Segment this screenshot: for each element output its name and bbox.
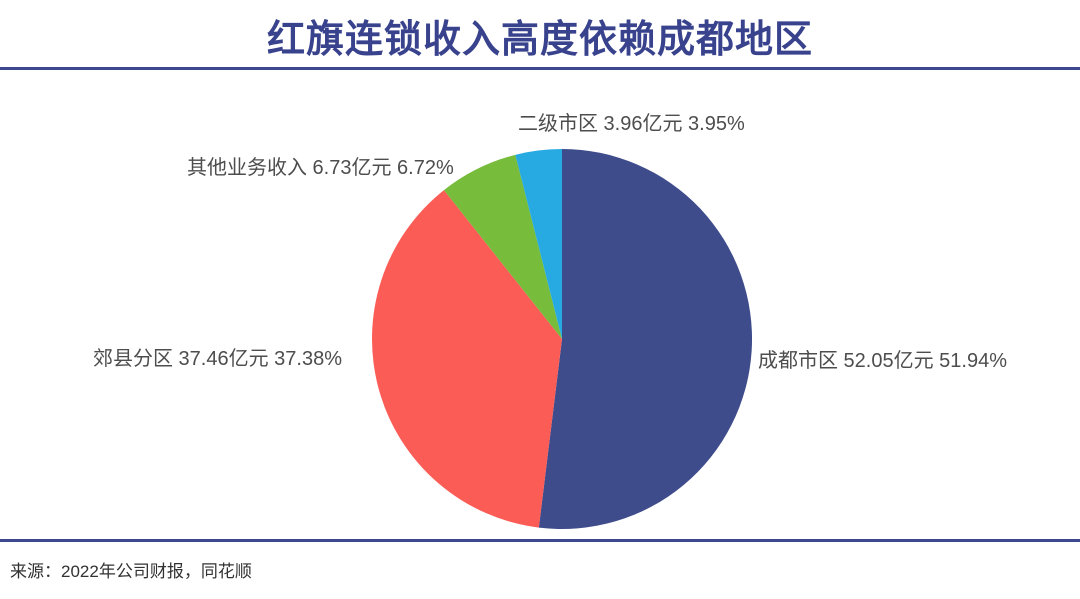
pie-label-chengdu-city: 成都市区 52.05亿元 51.94%: [758, 350, 1007, 372]
pie-slice-1: [372, 190, 562, 528]
pie-label-suburban-counties: 郊县分区 37.46亿元 37.38%: [93, 348, 342, 370]
footer-divider-line: [0, 539, 1080, 542]
pie-label-other-business-income: 其他业务收入 6.73亿元 6.72%: [187, 157, 454, 179]
pie-slice-3: [515, 149, 562, 339]
pie-label-secondary-cities: 二级市区 3.96亿元 3.95%: [518, 113, 745, 135]
chart-title: 红旗连锁收入高度依赖成都地区: [266, 19, 813, 61]
pie-slice-0: [538, 149, 753, 529]
title-divider-line: [0, 67, 1080, 70]
source-note: 来源：2022年公司财报，同花顺: [10, 562, 252, 581]
pie-slice-2: [443, 154, 562, 339]
